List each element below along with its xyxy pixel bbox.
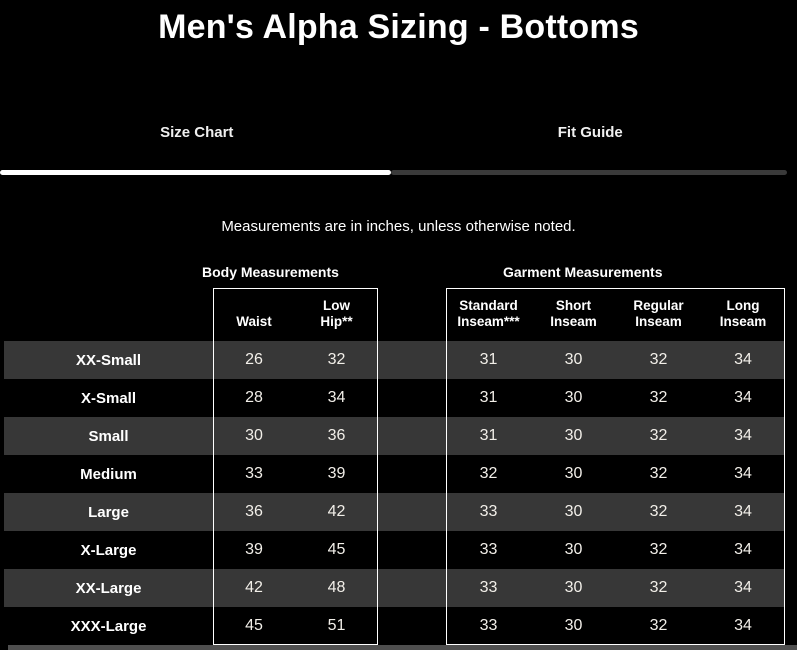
- active-tab-indicator: [0, 170, 391, 175]
- units-note: Measurements are in inches, unless other…: [221, 218, 576, 235]
- low-hip-value: 51: [327, 617, 346, 634]
- column-header-regular-inseam: Regular Inseam: [633, 297, 684, 329]
- garment-measurements-label: Garment Measurements: [503, 264, 663, 280]
- tab-bar: Size Chart Fit Guide: [0, 124, 787, 141]
- size-label: XXX-Large: [70, 617, 147, 635]
- column-header-waist: Waist: [236, 313, 272, 329]
- gap-cell: [378, 379, 446, 417]
- table-row: X-Large 39 45 33 30 32 34: [4, 531, 785, 569]
- gap-cell: [378, 455, 446, 493]
- standard-inseam-value: 32: [479, 465, 498, 482]
- regular-inseam-value: 32: [649, 579, 668, 596]
- column-header-standard-inseam: Standard Inseam***: [457, 297, 520, 329]
- page-title: Men's Alpha Sizing - Bottoms: [158, 8, 639, 46]
- regular-inseam-value: 32: [649, 503, 668, 520]
- gap-cell: [378, 607, 446, 645]
- waist-value: 28: [245, 389, 263, 406]
- low-hip-value: 45: [327, 541, 346, 558]
- column-header-low-hip: Low Hip**: [320, 297, 353, 329]
- table-row: XX-Small 26 32 31 30 32 34: [4, 341, 785, 379]
- standard-inseam-value: 33: [479, 541, 498, 558]
- column-gap-spacer: [378, 288, 446, 341]
- gap-cell: [378, 417, 446, 455]
- low-hip-value: 36: [327, 427, 346, 444]
- tab-underline-track: [0, 170, 787, 175]
- size-label: Small: [88, 427, 129, 445]
- long-inseam-value: 34: [734, 503, 752, 520]
- gap-cell: [378, 531, 446, 569]
- long-inseam-value: 34: [734, 617, 752, 634]
- waist-value: 36: [245, 503, 263, 520]
- regular-inseam-value: 32: [649, 541, 668, 558]
- low-hip-value: 39: [327, 465, 346, 482]
- size-column-spacer: [4, 288, 213, 341]
- size-label: Medium: [80, 465, 137, 483]
- short-inseam-value: 30: [564, 351, 583, 368]
- table-row: Small 30 36 31 30 32 34: [4, 417, 785, 455]
- short-inseam-value: 30: [564, 579, 583, 596]
- short-inseam-value: 30: [564, 465, 583, 482]
- column-header-short-inseam: Short Inseam: [550, 297, 597, 329]
- table-row: XX-Large 42 48 33 30 32 34: [4, 569, 785, 607]
- waist-value: 42: [245, 579, 263, 596]
- long-inseam-value: 34: [734, 389, 752, 406]
- horizontal-scrollbar[interactable]: [8, 645, 797, 650]
- waist-value: 39: [245, 541, 263, 558]
- low-hip-value: 32: [327, 351, 346, 368]
- waist-value: 26: [245, 351, 263, 368]
- size-label: Large: [88, 503, 129, 521]
- table-body: XX-Small 26 32 31 30 32 34 X-Small 28 34 31 30 32 34 S…: [4, 341, 785, 645]
- table-header-row: Waist Low Hip** Standard Inseam*** Short…: [4, 288, 785, 341]
- body-measurements-label: Body Measurements: [202, 264, 339, 280]
- short-inseam-value: 30: [564, 389, 583, 406]
- long-inseam-value: 34: [734, 427, 752, 444]
- size-label: XX-Small: [75, 351, 142, 369]
- short-inseam-value: 30: [564, 617, 583, 634]
- long-inseam-value: 34: [734, 465, 752, 482]
- long-inseam-value: 34: [734, 351, 752, 368]
- regular-inseam-value: 32: [649, 351, 668, 368]
- short-inseam-value: 30: [564, 503, 583, 520]
- standard-inseam-value: 33: [479, 617, 498, 634]
- regular-inseam-value: 32: [649, 465, 668, 482]
- low-hip-value: 34: [327, 389, 346, 406]
- standard-inseam-value: 31: [479, 389, 498, 406]
- table-row: X-Small 28 34 31 30 32 34: [4, 379, 785, 417]
- tab-fit-guide[interactable]: Fit Guide: [557, 124, 623, 141]
- tab-size-chart[interactable]: Size Chart: [160, 124, 234, 141]
- regular-inseam-value: 32: [649, 389, 668, 406]
- standard-inseam-value: 31: [479, 351, 498, 368]
- standard-inseam-value: 33: [479, 579, 498, 596]
- regular-inseam-value: 32: [649, 427, 668, 444]
- size-label: X-Large: [80, 541, 137, 559]
- low-hip-value: 42: [327, 503, 346, 520]
- low-hip-value: 48: [327, 579, 346, 596]
- waist-value: 45: [245, 617, 263, 634]
- standard-inseam-value: 33: [479, 503, 498, 520]
- inactive-tab-indicator: [391, 170, 787, 175]
- long-inseam-value: 34: [734, 541, 752, 558]
- table-row: Large 36 42 33 30 32 34: [4, 493, 785, 531]
- table-row: Medium 33 39 32 30 32 34: [4, 455, 785, 493]
- column-header-long-inseam: Long Inseam: [719, 297, 767, 329]
- standard-inseam-value: 31: [479, 427, 498, 444]
- long-inseam-value: 34: [734, 579, 752, 596]
- gap-cell: [378, 493, 446, 531]
- size-label: XX-Large: [75, 579, 142, 597]
- table-row: XXX-Large 45 51 33 30 32 34: [4, 607, 785, 645]
- size-table: Waist Low Hip** Standard Inseam*** Short…: [4, 288, 785, 645]
- gap-cell: [378, 341, 446, 379]
- regular-inseam-value: 32: [649, 617, 668, 634]
- waist-value: 33: [245, 465, 263, 482]
- gap-cell: [378, 569, 446, 607]
- size-label: X-Small: [80, 389, 137, 407]
- waist-value: 30: [245, 427, 263, 444]
- short-inseam-value: 30: [564, 427, 583, 444]
- short-inseam-value: 30: [564, 541, 583, 558]
